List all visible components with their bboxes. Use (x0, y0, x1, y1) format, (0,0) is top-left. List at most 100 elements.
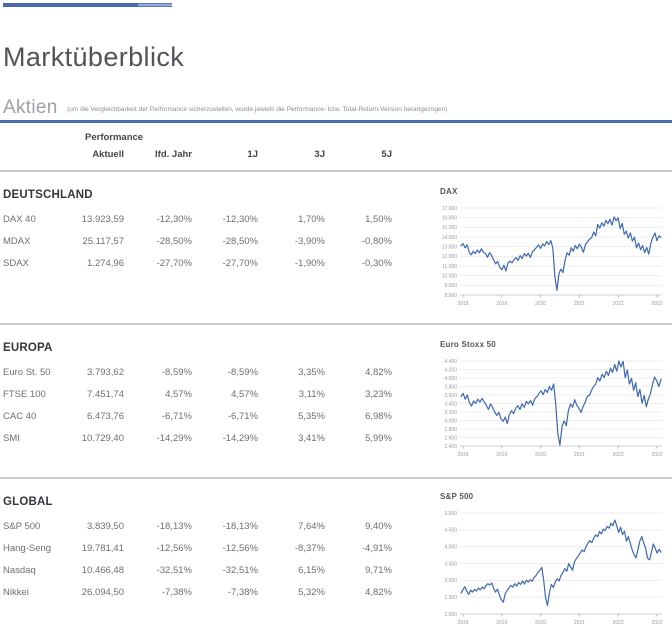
y-axis-label: 4.000 (444, 376, 457, 382)
index-name: CAC 40 (3, 411, 37, 422)
value-3j: 3,41% (298, 433, 325, 444)
x-axis-label: 2018 (457, 452, 468, 458)
chart-title: S&P 500 (440, 492, 474, 501)
table-row-dax-40: DAX 40 13.923,59 -12,30% -12,30% 1,70% 1,50% (0, 214, 400, 226)
y-axis-label: 16.000 (442, 215, 458, 221)
column-header-lfd-jahr: lfd. Jahr (155, 149, 192, 160)
value-lfd-jahr: -8,59% (161, 367, 192, 378)
value-aktuell: 10.729,40 (81, 433, 124, 444)
x-axis-label: 2022 (613, 620, 624, 626)
section-title-deutschland: DEUTSCHLAND (3, 189, 93, 201)
section-heading-note: (um die Vergleichbarkeit der Performance… (67, 106, 448, 113)
price-line (460, 216, 662, 292)
chart-euro-stoxx-50: Euro Stoxx 50 4.400 4.200 4.000 3.800 3.600 3.… (438, 340, 668, 465)
table-row-smi: SMI 10.729,40 -14,29% -14,29% 3,41% 5,99% (0, 433, 400, 445)
y-axis-label: 4.400 (444, 359, 457, 365)
value-1j: -12,30% (222, 214, 258, 225)
value-3j: -1,90% (294, 258, 325, 269)
value-5j: -4,91% (361, 543, 392, 554)
value-lfd-jahr: -7,38% (161, 587, 192, 598)
value-aktuell: 3.793,62 (87, 367, 124, 378)
value-1j: 4,57% (231, 389, 258, 400)
y-axis-label: 10.000 (442, 273, 458, 279)
index-name: Hang-Seng (3, 543, 52, 554)
table-row-nasdaq: Nasdaq 10.466,48 -32,51% -32,51% 6,15% 9,71% (0, 565, 400, 577)
value-1j: -14,29% (222, 433, 258, 444)
index-name: Nasdaq (3, 565, 36, 576)
value-lfd-jahr: -6,71% (161, 411, 192, 422)
value-5j: 9,71% (365, 565, 392, 576)
table-row-sdax: SDAX 1.274,96 -27,70% -27,70% -1,90% -0,30% (0, 258, 400, 270)
x-axis-label: 2021 (574, 301, 585, 307)
section-heading-aktien: Aktien (3, 97, 58, 118)
y-axis-label: 4.500 (444, 528, 457, 534)
blue-section-rule (0, 120, 672, 123)
value-lfd-jahr: -28,50% (156, 236, 192, 247)
value-aktuell: 25.117,57 (82, 236, 124, 247)
chart-title: Euro Stoxx 50 (440, 340, 496, 349)
x-axis-label: 2019 (496, 620, 507, 626)
y-axis-label: 17.000 (442, 206, 458, 212)
x-axis-label: 2020 (535, 452, 546, 458)
y-axis-label: 3.800 (444, 384, 457, 390)
accent-line-dark-segment (3, 3, 138, 7)
value-5j: 1,50% (365, 214, 392, 225)
price-line (460, 519, 662, 607)
index-name: S&P 500 (3, 521, 41, 532)
table-row-nikkei: Nikkei 26.094,50 -7,38% -7,38% 5,32% 4,82% (0, 587, 400, 599)
table-row-mdax: MDAX 25.117,57 -28,50% -28,50% -3,90% -0,80% (0, 236, 400, 248)
y-axis-label: 9.000 (444, 283, 457, 289)
value-aktuell: 1.274,96 (87, 258, 124, 269)
x-axis-label: 2023 (651, 452, 662, 458)
table-row-euro-st-50: Euro St. 50 3.793,62 -8,59% -8,59% 3,35% 4,82… (0, 367, 400, 379)
x-axis-label: 2020 (535, 301, 546, 307)
section-title-europa: EUROPA (3, 342, 53, 354)
section-divider (0, 323, 672, 325)
x-axis-label: 2018 (457, 301, 468, 307)
value-3j: 5,35% (298, 411, 325, 422)
x-axis-label: 2018 (457, 620, 468, 626)
value-lfd-jahr: -27,70% (156, 258, 192, 269)
table-row-s-p-500: S&P 500 3.839,50 -18,13% -18,13% 7,64% 9,40% (0, 521, 400, 533)
value-1j: -12,56% (222, 543, 258, 554)
value-3j: 7,64% (298, 521, 325, 532)
value-1j: -32,51% (222, 565, 258, 576)
table-row-hang-seng: Hang-Seng 19.781,41 -12,56% -12,56% -8,37% -4… (0, 543, 400, 555)
y-axis-label: 5.000 (444, 511, 457, 517)
column-header-aktuell: Aktuell (92, 149, 124, 160)
y-axis-label: 12.000 (442, 254, 458, 260)
value-3j: -8,37% (294, 543, 325, 554)
top-accent-line (3, 3, 172, 7)
y-axis-label: 2.400 (444, 444, 457, 450)
value-lfd-jahr: 4,57% (165, 389, 192, 400)
value-3j: 5,32% (298, 587, 325, 598)
x-axis-label: 2022 (613, 301, 624, 307)
column-header-3j: 3J (314, 149, 325, 160)
x-axis-label: 2021 (574, 620, 585, 626)
index-name: DAX 40 (3, 214, 36, 225)
value-3j: 3,11% (298, 389, 325, 400)
y-axis-label: 2.000 (444, 612, 457, 618)
section-divider (0, 170, 672, 172)
page-title: Marktüberblick (3, 42, 185, 72)
value-1j: -8,59% (227, 367, 258, 378)
y-axis-label: 4.000 (444, 544, 457, 550)
x-axis-label: 2019 (496, 301, 507, 307)
value-3j: -3,90% (294, 236, 325, 247)
value-5j: 4,82% (365, 367, 392, 378)
x-axis-label: 2020 (535, 620, 546, 626)
index-name: SMI (3, 433, 20, 444)
table-column-headers: Aktuell lfd. Jahr 1J 3J 5J (0, 149, 400, 161)
y-axis-label: 11.000 (442, 264, 457, 270)
value-1j: -18,13% (222, 521, 258, 532)
value-5j: 9,40% (365, 521, 392, 532)
index-name: FTSE 100 (3, 389, 46, 400)
value-3j: 6,15% (298, 565, 325, 576)
column-header-5j: 5J (381, 149, 392, 160)
chart-title: DAX (440, 187, 458, 196)
performance-group-label: Performance (85, 132, 144, 143)
y-axis-label: 3.200 (444, 410, 457, 416)
y-axis-label: 2.800 (444, 427, 457, 433)
